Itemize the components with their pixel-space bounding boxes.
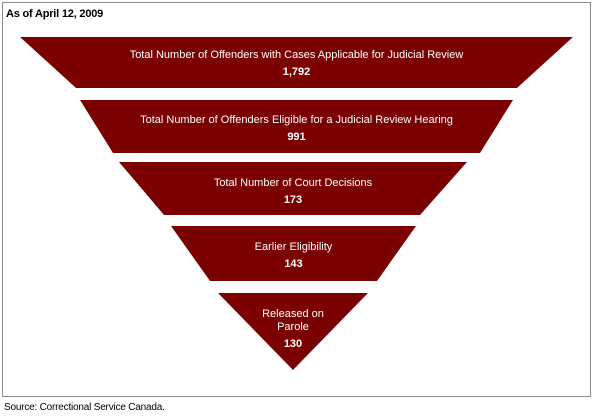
figure-frame [2,2,591,397]
funnel-stage-4 [171,226,416,281]
funnel-stage-2-label: Total Number of Offenders Eligible for a… [140,114,453,126]
funnel-stage-2 [80,100,513,153]
funnel-stage-1 [20,37,573,88]
funnel-stage-3-label: Total Number of Court Decisions [214,177,373,189]
funnel-stage-5-label: Released on [262,308,324,320]
funnel-stage-5 [218,293,368,370]
funnel-stage-5-value: 130 [284,338,302,350]
funnel-stage-3 [119,162,467,215]
funnel-stage-4-value: 143 [284,258,302,270]
funnel-stage-4-label: Earlier Eligibility [255,241,333,253]
funnel-stage-3-value: 173 [284,194,302,206]
funnel-stage-1-label: Total Number of Offenders with Cases App… [130,49,464,61]
funnel-stage-2-value: 991 [287,131,305,143]
funnel-stage-5-label: Parole [277,321,309,333]
funnel-stage-1-value: 1,792 [283,66,311,78]
as-of-date: As of April 12, 2009 [6,8,104,20]
source-note: Source: Correctional Service Canada. [4,402,165,413]
